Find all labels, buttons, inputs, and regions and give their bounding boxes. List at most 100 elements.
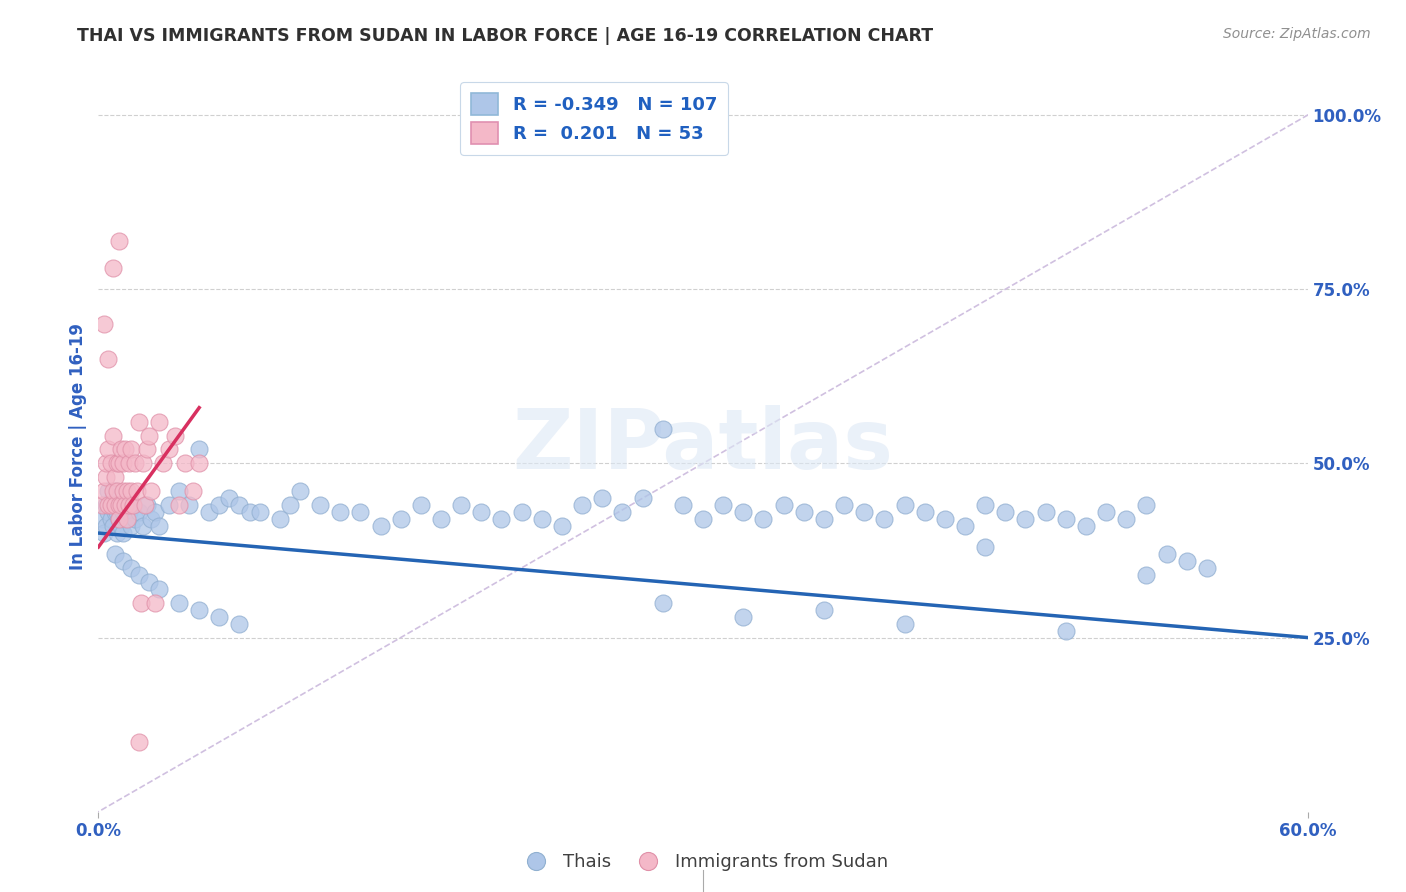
Point — [111, 505, 134, 519]
Point — [167, 596, 190, 610]
Point — [97, 498, 120, 512]
Point — [752, 512, 775, 526]
Point — [91, 512, 114, 526]
Point — [115, 484, 138, 499]
Point — [793, 505, 815, 519]
Point — [120, 484, 142, 499]
Point — [692, 512, 714, 526]
Point — [239, 505, 262, 519]
Point — [121, 498, 143, 512]
Point — [1175, 554, 1198, 568]
Point — [138, 574, 160, 589]
Text: Source: ZipAtlas.com: Source: ZipAtlas.com — [1223, 27, 1371, 41]
Text: THAI VS IMMIGRANTS FROM SUDAN IN LABOR FORCE | AGE 16-19 CORRELATION CHART: THAI VS IMMIGRANTS FROM SUDAN IN LABOR F… — [77, 27, 934, 45]
Text: ZIPatlas: ZIPatlas — [513, 406, 893, 486]
Point — [120, 519, 142, 533]
Point — [813, 512, 835, 526]
Point — [97, 351, 120, 366]
Point — [651, 596, 673, 610]
Point — [269, 512, 291, 526]
Point — [228, 498, 250, 512]
Point — [893, 498, 915, 512]
Point — [111, 457, 134, 471]
Point — [591, 491, 613, 506]
Point — [672, 498, 695, 512]
Point — [118, 457, 141, 471]
Point — [249, 505, 271, 519]
Point — [110, 498, 132, 512]
Point — [132, 519, 155, 533]
Point — [138, 428, 160, 442]
Point — [179, 498, 201, 512]
Point — [1115, 512, 1137, 526]
Point — [135, 442, 157, 457]
Point — [974, 540, 997, 554]
Point — [128, 735, 150, 749]
Point — [100, 457, 122, 471]
Point — [148, 415, 170, 429]
Point — [135, 498, 157, 512]
Point — [93, 317, 115, 331]
Point — [1054, 512, 1077, 526]
Point — [832, 498, 855, 512]
Point — [105, 484, 128, 499]
Y-axis label: In Labor Force | Age 16-19: In Labor Force | Age 16-19 — [69, 323, 87, 569]
Point — [120, 442, 142, 457]
Point — [1095, 505, 1118, 519]
Point — [139, 512, 162, 526]
Point — [914, 505, 936, 519]
Point — [1156, 547, 1178, 561]
Point — [389, 512, 412, 526]
Point — [101, 484, 124, 499]
Point — [143, 505, 166, 519]
Point — [111, 484, 134, 499]
Point — [114, 442, 136, 457]
Point — [101, 491, 124, 506]
Point — [139, 484, 162, 499]
Point — [188, 603, 211, 617]
Point — [97, 505, 120, 519]
Point — [181, 484, 204, 499]
Point — [450, 498, 472, 512]
Point — [278, 498, 301, 512]
Point — [105, 526, 128, 541]
Point — [107, 491, 129, 506]
Point — [107, 234, 129, 248]
Point — [349, 505, 371, 519]
Point — [188, 457, 211, 471]
Point — [409, 498, 432, 512]
Point — [733, 609, 755, 624]
Point — [107, 512, 129, 526]
Point — [101, 519, 124, 533]
Legend: R = -0.349   N = 107, R =  0.201   N = 53: R = -0.349 N = 107, R = 0.201 N = 53 — [460, 82, 728, 155]
Point — [129, 596, 152, 610]
Point — [631, 491, 654, 506]
Point — [103, 498, 125, 512]
Point — [208, 609, 231, 624]
Point — [1035, 505, 1057, 519]
Point — [121, 498, 143, 512]
Point — [571, 498, 593, 512]
Point — [107, 457, 129, 471]
Point — [103, 547, 125, 561]
Point — [97, 442, 120, 457]
Point — [228, 616, 250, 631]
Point — [148, 582, 170, 596]
Point — [110, 498, 132, 512]
Point — [1135, 498, 1157, 512]
Point — [100, 498, 122, 512]
Point — [128, 505, 150, 519]
Point — [97, 484, 120, 499]
Point — [711, 498, 734, 512]
Point — [134, 498, 156, 512]
Point — [115, 498, 138, 512]
Point — [430, 512, 453, 526]
Point — [91, 498, 114, 512]
Point — [994, 505, 1017, 519]
Point — [128, 567, 150, 582]
Point — [329, 505, 352, 519]
Point — [118, 498, 141, 512]
Point — [1074, 519, 1097, 533]
Point — [143, 596, 166, 610]
Point — [110, 519, 132, 533]
